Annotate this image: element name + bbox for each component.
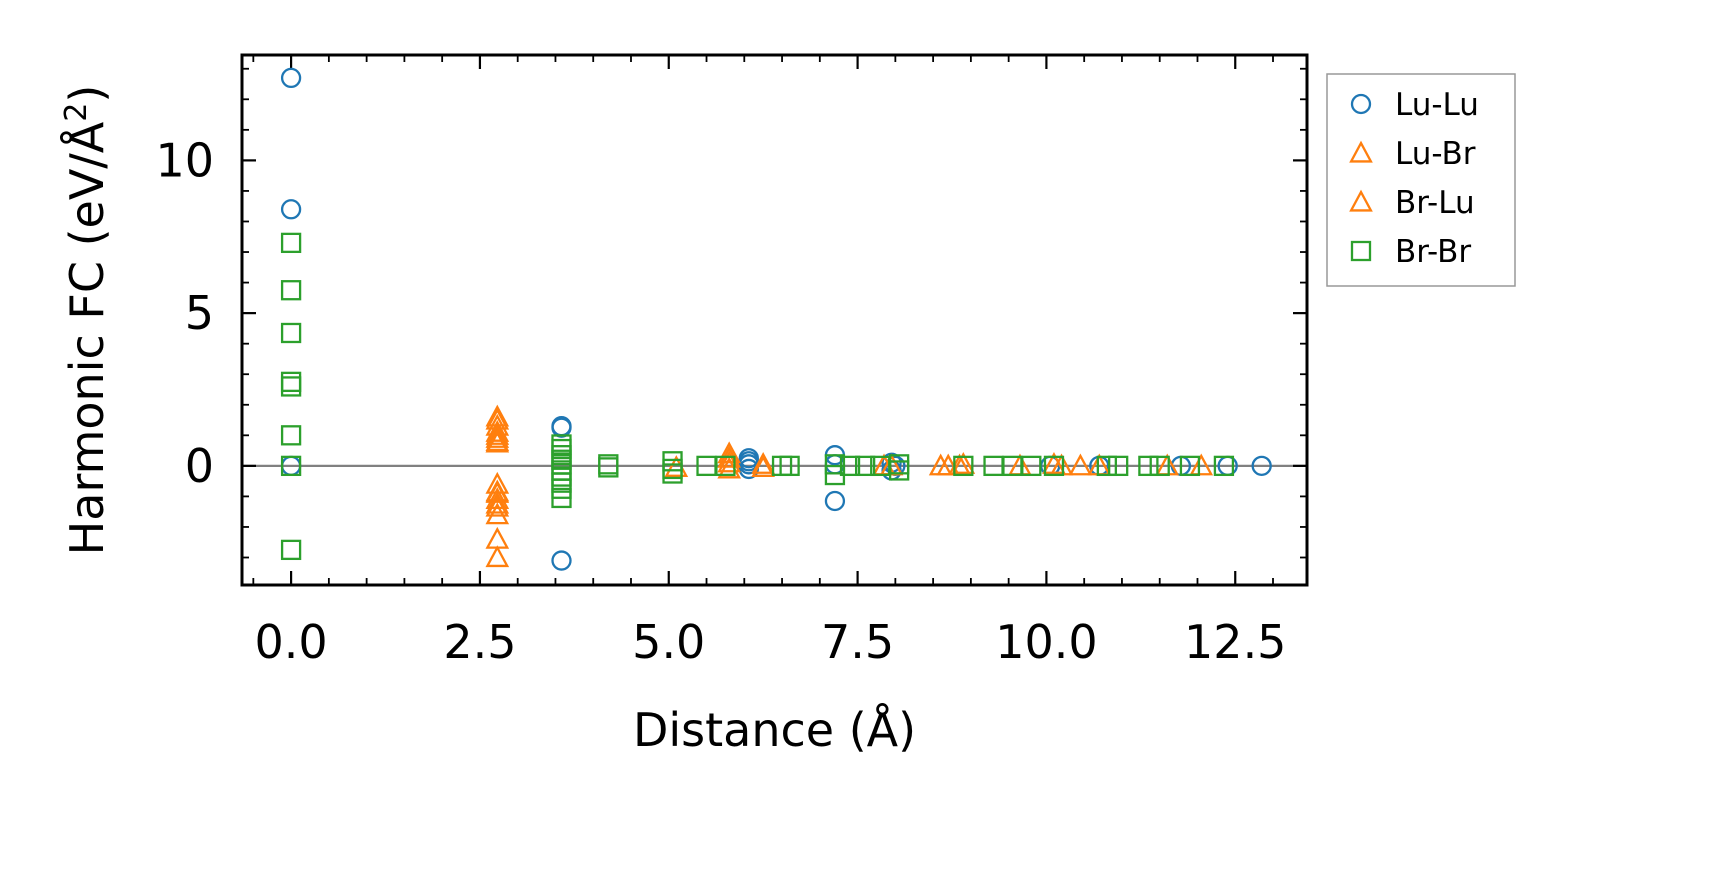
legend-label: Br-Lu (1395, 185, 1475, 221)
data-point (280, 376, 302, 397)
legend: Lu-Lu Lu-Br Br-Lu Br-Br (1326, 73, 1516, 287)
data-point (839, 455, 861, 477)
data-point (551, 417, 572, 438)
data-point (485, 526, 510, 549)
data-point (751, 455, 775, 477)
x-axis-label: Distance (Å) (633, 703, 916, 757)
data-points (280, 67, 1272, 571)
legend-label: Lu-Br (1395, 136, 1476, 172)
y-tick-label: 5 (185, 286, 214, 340)
y-axis-label: Harmonic FC (eV/Å2) (59, 85, 115, 556)
data-point (888, 460, 910, 481)
x-tick-label: 5.0 (632, 615, 705, 669)
legend-entry: Lu-Br (1349, 136, 1476, 172)
data-point (551, 550, 572, 571)
x-tick-label: 10.0 (995, 615, 1097, 669)
data-point (715, 455, 736, 477)
data-point (598, 457, 619, 478)
data-point (1149, 455, 1170, 477)
data-point (953, 455, 974, 477)
y-tick-label: 0 (185, 439, 214, 493)
y-axis-label-close: ) (60, 85, 114, 103)
data-point (485, 487, 510, 510)
data-point (485, 491, 510, 514)
x-tick-label: 12.5 (1184, 615, 1286, 669)
data-point (280, 232, 302, 254)
data-point (280, 455, 302, 477)
data-point (485, 502, 510, 525)
data-point (751, 452, 775, 474)
data-point (824, 454, 846, 475)
data-point (280, 539, 302, 561)
y-tick-label: 10 (155, 133, 214, 187)
legend-entry: Lu-Lu (1350, 87, 1479, 123)
data-point (1108, 455, 1129, 477)
y-axis-label-superscript: 2 (59, 103, 94, 122)
data-point (280, 322, 302, 344)
data-point (280, 280, 302, 301)
x-tick-label: 7.5 (821, 615, 894, 669)
data-point (485, 429, 510, 451)
legend-marker (1349, 140, 1373, 163)
data-point (1138, 455, 1159, 477)
data-point (662, 463, 683, 484)
y-axis-label-main: Harmonic FC (eV/Å (60, 121, 114, 555)
plot-frame (240, 53, 1309, 587)
data-point (1042, 452, 1066, 474)
data-point (280, 199, 302, 220)
data-point (280, 67, 302, 89)
legend-entry: Br-Lu (1349, 185, 1475, 221)
data-point (485, 426, 510, 448)
data-point (936, 453, 961, 476)
data-point (854, 455, 876, 477)
legend-box (1326, 73, 1516, 287)
data-point (1179, 455, 1201, 477)
legend-entry: Br-Br (1350, 234, 1471, 270)
data-point (1021, 455, 1042, 477)
axis-ticks (242, 55, 1307, 585)
x-tick-label: 2.5 (443, 615, 516, 669)
data-point (717, 441, 742, 464)
series-br-br (280, 232, 1235, 561)
data-point (824, 490, 846, 512)
x-tick-label: 0.0 (255, 615, 328, 669)
data-point (485, 494, 510, 517)
data-point (1189, 453, 1214, 476)
data-point (485, 422, 510, 445)
legend-marker (1350, 93, 1372, 115)
data-point (1251, 455, 1272, 477)
legend-marker (1350, 240, 1372, 262)
legend-entries: Lu-Lu Lu-Br Br-Lu Br-Br (1349, 87, 1479, 270)
data-point (1213, 455, 1235, 477)
data-point (485, 545, 510, 568)
tick-labels: 0.0 2.5 5.0 7.5 10.0 12.5 0 5 10 (155, 133, 1286, 669)
legend-marker (1349, 189, 1373, 212)
legend-label: Br-Br (1395, 234, 1471, 270)
data-point (1043, 455, 1065, 477)
data-point (1096, 455, 1117, 477)
data-point (485, 419, 510, 442)
data-point (779, 455, 800, 477)
data-point (951, 452, 976, 474)
data-point (280, 425, 302, 446)
legend-label: Lu-Lu (1395, 87, 1479, 123)
data-point (551, 487, 572, 509)
data-point (1068, 453, 1093, 476)
data-point (485, 481, 510, 503)
